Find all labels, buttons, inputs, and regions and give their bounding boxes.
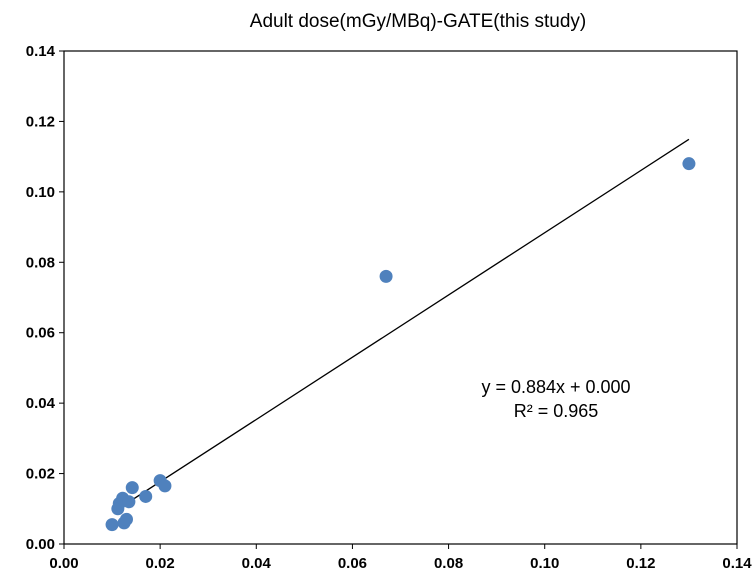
data-point [105, 518, 119, 532]
data-point [111, 502, 125, 516]
data-point [119, 512, 133, 526]
x-tick-label: 0.12 [626, 555, 655, 572]
y-tick-label: 0.06 [26, 325, 55, 342]
y-tick-label: 0.12 [26, 113, 55, 130]
data-point [682, 157, 696, 171]
y-axis-ticks: 0.00 0.02 0.04 0.06 0.08 0.10 0.12 0.14 [26, 43, 64, 553]
trendline [113, 138, 690, 513]
plot-area [63, 50, 738, 545]
data-point [158, 479, 172, 493]
x-tick-label: 0.10 [530, 555, 559, 572]
y-tick-label: 0.00 [26, 536, 55, 553]
y-tick-label: 0.02 [26, 466, 55, 483]
x-tick-label: 0.04 [242, 555, 272, 572]
x-tick-label: 0.14 [722, 555, 752, 572]
trendline-equation: y = 0.884x + 0.000 [481, 377, 630, 397]
data-point [122, 495, 136, 509]
x-tick-label: 0.06 [338, 555, 367, 572]
y-tick-label: 0.08 [26, 254, 55, 271]
y-tick-label: 0.10 [26, 184, 55, 201]
r-squared-label: R² = 0.965 [514, 401, 599, 421]
x-tick-label: 0.02 [146, 555, 175, 572]
data-points [105, 157, 696, 532]
data-point [125, 481, 139, 495]
y-tick-label: 0.04 [26, 395, 56, 412]
x-tick-label: 0.00 [49, 555, 78, 572]
x-axis-ticks: 0.00 0.02 0.04 0.06 0.08 0.10 0.12 0.14 [49, 544, 752, 572]
chart-title: Adult dose(mGy/MBq)-GATE(this study) [250, 11, 586, 32]
x-tick-label: 0.08 [434, 555, 463, 572]
y-tick-label: 0.14 [26, 43, 56, 60]
data-point [379, 269, 393, 283]
data-point [139, 489, 153, 503]
